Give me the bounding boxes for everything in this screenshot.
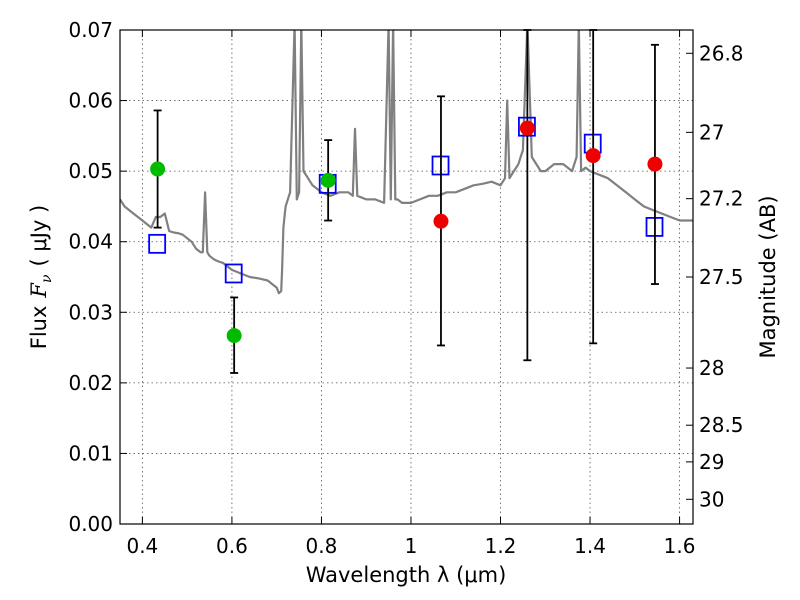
- observed-circle-point: [519, 120, 535, 136]
- y-tick-label: 0.04: [68, 230, 113, 254]
- y-tick-label: 0.01: [68, 441, 113, 465]
- x-tick-label: 1.4: [574, 534, 606, 558]
- observed-circle-point: [320, 172, 336, 188]
- y-axis-label: Flux Fν ( μJy ): [27, 205, 55, 349]
- y-tick-label: 0.02: [68, 371, 113, 395]
- y2-tick-label: 29: [699, 450, 724, 474]
- y-tick-label: 0.00: [68, 512, 113, 536]
- x-tick-label: 0.8: [306, 534, 338, 558]
- y2-tick-label: 27: [699, 120, 724, 144]
- x-tick-label: 1.2: [485, 534, 517, 558]
- x-tick-label: 0.4: [126, 534, 158, 558]
- model-square-point: [224, 263, 243, 284]
- spectrum-line: [120, 30, 693, 295]
- y2-tick-label: 28: [699, 356, 724, 380]
- y-axis-label-symbol: F: [27, 282, 51, 299]
- y-ticks: 0.00 0.01 0.02 0.03 0.04 0.05 0.06 0.07: [68, 18, 127, 536]
- y2-axis-label: Magnitude (AB): [756, 195, 780, 358]
- grid: [120, 29, 693, 525]
- x-axis-label: Wavelength λ (μm): [306, 563, 507, 587]
- observed-circle-point: [433, 213, 449, 229]
- y-tick-label: 0.06: [68, 89, 113, 113]
- y2-tick-label: 27.2: [699, 187, 744, 211]
- y-tick-label: 0.03: [68, 300, 113, 324]
- y-tick-label: 0.07: [68, 18, 113, 42]
- plot-background: [120, 30, 693, 524]
- x-tick-label: 1.6: [664, 534, 696, 558]
- y2-tick-label: 27.5: [699, 265, 744, 289]
- y2-tick-label: 28.5: [699, 413, 744, 437]
- observed-circle-point: [585, 148, 601, 164]
- y2-ticks: 26.8 27 27.2 27.5 28 28.5 29 30: [686, 41, 744, 511]
- y-axis-label-subscript: ν: [39, 274, 55, 283]
- x-tick-label: 0.6: [216, 534, 248, 558]
- y2-tick-label: 26.8: [699, 41, 744, 65]
- y-axis-label-prefix: Flux: [27, 306, 51, 350]
- model-square-point: [148, 233, 167, 254]
- y-axis-label-unit: ( μJy ): [27, 205, 51, 267]
- observed-circle-point: [647, 156, 663, 172]
- x-tick-label: 1: [405, 534, 418, 558]
- observed-circle-point: [226, 328, 242, 344]
- errorbars: [150, 29, 663, 374]
- y2-tick-label: 30: [699, 487, 724, 511]
- observed-circle-point: [150, 161, 166, 177]
- x-ticks: 0.4 0.6 0.8 1 1.2 1.4 1.6: [126, 30, 695, 558]
- y-tick-label: 0.05: [68, 159, 113, 183]
